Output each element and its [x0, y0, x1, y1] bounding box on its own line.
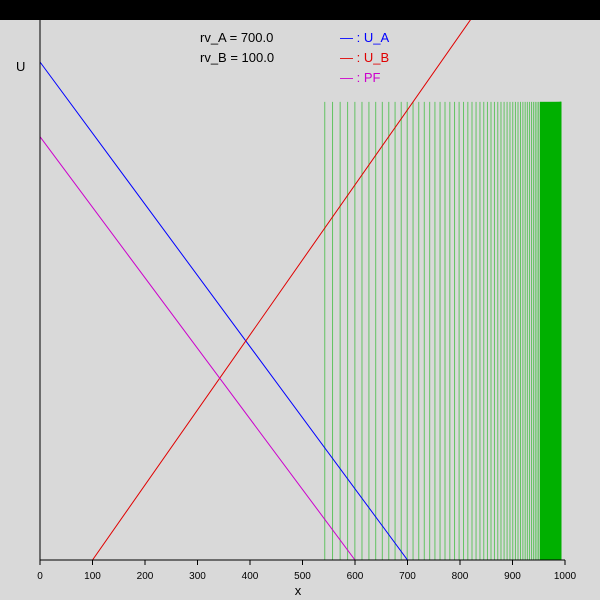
param-rv-b: rv_B = 100.0 [200, 50, 274, 65]
x-tick-label: 1000 [554, 571, 577, 582]
x-tick-label: 200 [137, 571, 154, 582]
x-tick-label: 300 [189, 571, 206, 582]
green-lines-layer [324, 101, 562, 560]
x-tick-label: 900 [504, 571, 521, 582]
series-layer [39, 20, 565, 561]
x-ticks: 0 100 200 300 400 500 600 700 800 900 1000 [37, 560, 577, 582]
x-axis-label: x [295, 583, 302, 598]
x-tick-label: 500 [294, 571, 311, 582]
legend-pf: — : PF [340, 70, 381, 85]
x-tick-label: 800 [452, 571, 469, 582]
legend-u-b: — : U_B [340, 50, 389, 65]
param-rv-a: rv_A = 700.0 [200, 30, 273, 45]
legend-u-a: — : U_A [340, 30, 389, 45]
x-tick-label: 600 [347, 571, 364, 582]
series-u-a [39, 61, 565, 561]
x-tick-label: 0 [37, 571, 43, 582]
series-pf [39, 20, 565, 561]
y-axis-label: U [16, 59, 25, 74]
x-tick-label: 700 [399, 571, 416, 582]
x-tick-label: 100 [84, 571, 101, 582]
top-bar [0, 0, 600, 20]
green-dense-band [540, 101, 561, 560]
x-tick-label: 400 [242, 571, 259, 582]
series-u-b [40, 20, 471, 561]
